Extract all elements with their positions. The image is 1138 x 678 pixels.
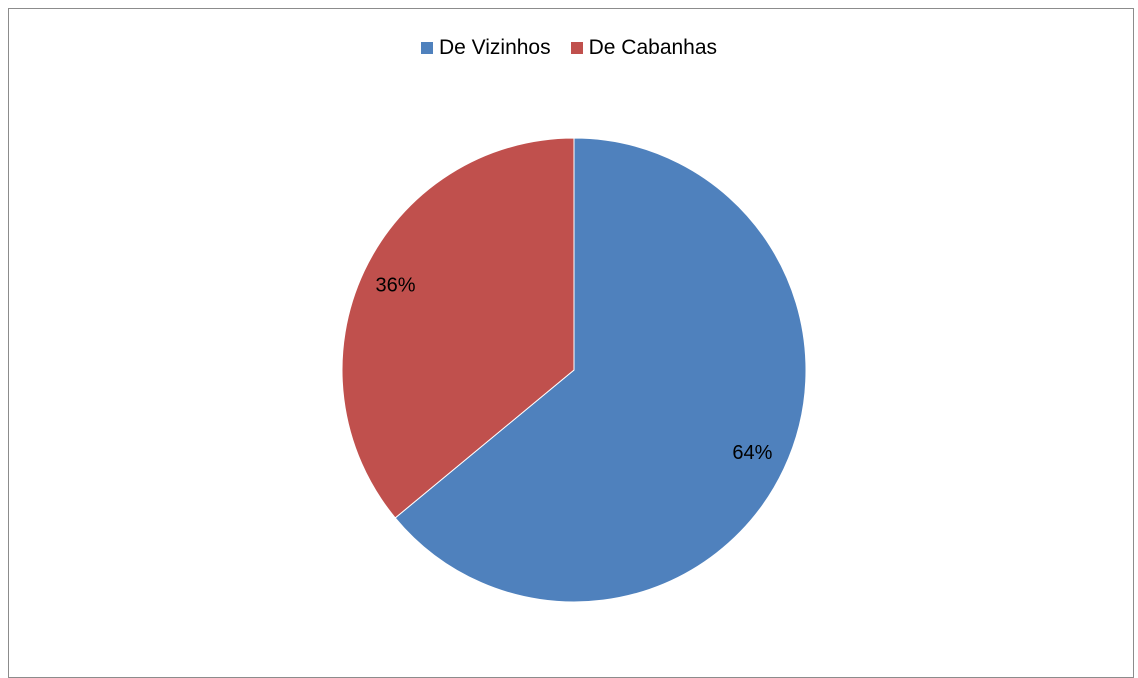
legend-label-de-cabanhas: De Cabanhas <box>588 36 718 59</box>
data-label-de-vizinhos: 64% <box>732 442 772 464</box>
legend-item-de-vizinhos: De Vizinhos <box>420 36 551 60</box>
pie-chart: 64% 36% <box>341 137 807 603</box>
legend: De Vizinhos De Cabanhas <box>0 36 1138 60</box>
pie-slice-de-cabanhas <box>341 137 575 519</box>
legend-label-de-vizinhos: De Vizinhos <box>438 36 551 59</box>
legend-swatch-de-vizinhos <box>420 42 433 54</box>
pie-slice-de-vizinhos <box>394 137 807 603</box>
legend-swatch-de-cabanhas <box>570 42 583 54</box>
data-label-de-cabanhas: 36% <box>376 274 416 296</box>
legend-item-de-cabanhas: De Cabanhas <box>570 36 718 60</box>
